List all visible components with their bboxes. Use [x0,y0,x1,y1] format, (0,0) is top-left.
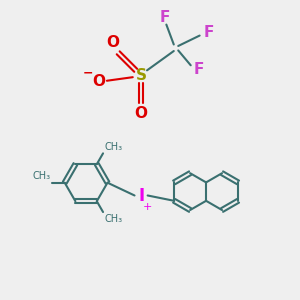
Text: F: F [204,25,214,40]
Text: +: + [143,202,152,212]
Text: S: S [136,68,147,83]
Text: F: F [194,62,204,77]
Text: O: O [92,74,105,89]
Text: O: O [135,106,148,121]
Text: I: I [138,187,144,205]
Text: CH₃: CH₃ [104,142,123,152]
Text: CH₃: CH₃ [33,171,51,181]
Text: CH₃: CH₃ [104,214,123,224]
Text: −: − [82,67,93,80]
Text: F: F [160,10,170,25]
Text: O: O [106,34,119,50]
